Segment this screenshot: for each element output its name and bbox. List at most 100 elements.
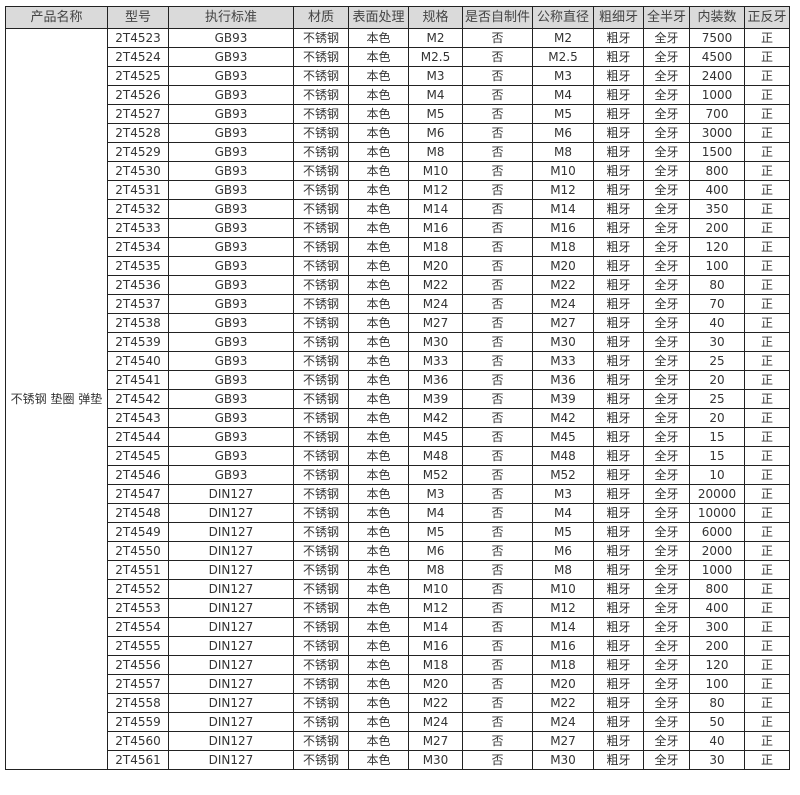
cell-surface-treatment: 本色 [348,294,409,314]
cell-thread-pitch: 粗牙 [593,47,644,67]
table-row: 2T4546 GB93 不锈钢 本色 M52 否 M52 粗牙 全牙 10 正 [6,465,790,485]
table-row: 2T4524 GB93 不锈钢 本色 M2.5 否 M2.5 粗牙 全牙 4500 正 [6,47,790,67]
cell-surface-treatment: 本色 [348,275,409,295]
cell-thread-length: 全牙 [643,750,690,770]
cell-pack-quantity: 50 [689,712,745,732]
cell-surface-treatment: 本色 [348,351,409,371]
cell-pack-quantity: 400 [689,180,745,200]
cell-nominal-diameter: M8 [532,142,594,162]
cell-thread-pitch: 粗牙 [593,655,644,675]
cell-thread-length: 全牙 [643,636,690,656]
table-row: 2T4559 DIN127 不锈钢 本色 M24 否 M24 粗牙 全牙 50 正 [6,712,790,732]
cell-surface-treatment: 本色 [348,636,409,656]
cell-self-made: 否 [462,503,533,523]
cell-material: 不锈钢 [293,636,349,656]
cell-thread-direction: 正 [744,351,790,371]
cell-thread-length: 全牙 [643,370,690,390]
cell-self-made: 否 [462,598,533,618]
cell-material: 不锈钢 [293,123,349,143]
cell-spec: M30 [408,750,463,770]
cell-standard: DIN127 [168,560,294,580]
cell-thread-length: 全牙 [643,465,690,485]
cell-thread-direction: 正 [744,655,790,675]
cell-thread-direction: 正 [744,180,790,200]
cell-spec: M12 [408,180,463,200]
cell-nominal-diameter: M20 [532,674,594,694]
cell-standard: DIN127 [168,731,294,751]
cell-pack-quantity: 100 [689,256,745,276]
cell-pack-quantity: 300 [689,617,745,637]
cell-thread-pitch: 粗牙 [593,731,644,751]
cell-self-made: 否 [462,560,533,580]
cell-thread-pitch: 粗牙 [593,503,644,523]
cell-standard: DIN127 [168,541,294,561]
cell-self-made: 否 [462,199,533,219]
cell-thread-direction: 正 [744,161,790,181]
cell-surface-treatment: 本色 [348,123,409,143]
cell-self-made: 否 [462,617,533,637]
cell-spec: M36 [408,370,463,390]
cell-thread-direction: 正 [744,560,790,580]
table-row: 2T4541 GB93 不锈钢 本色 M36 否 M36 粗牙 全牙 20 正 [6,370,790,390]
cell-thread-length: 全牙 [643,446,690,466]
cell-thread-length: 全牙 [643,275,690,295]
cell-model: 2T4546 [107,465,169,485]
cell-surface-treatment: 本色 [348,712,409,732]
cell-thread-length: 全牙 [643,142,690,162]
cell-nominal-diameter: M12 [532,598,594,618]
cell-spec: M14 [408,617,463,637]
cell-standard: DIN127 [168,579,294,599]
table-row: 2T4549 DIN127 不锈钢 本色 M5 否 M5 粗牙 全牙 6000 正 [6,522,790,542]
cell-model: 2T4532 [107,199,169,219]
cell-surface-treatment: 本色 [348,85,409,105]
cell-material: 不锈钢 [293,484,349,504]
cell-standard: DIN127 [168,598,294,618]
cell-nominal-diameter: M30 [532,332,594,352]
cell-material: 不锈钢 [293,541,349,561]
cell-spec: M33 [408,351,463,371]
cell-surface-treatment: 本色 [348,446,409,466]
cell-pack-quantity: 25 [689,389,745,409]
cell-pack-quantity: 3000 [689,123,745,143]
header-nominal-diameter: 公称直径 [532,6,594,29]
cell-nominal-diameter: M20 [532,256,594,276]
table-row: 2T4540 GB93 不锈钢 本色 M33 否 M33 粗牙 全牙 25 正 [6,351,790,371]
cell-thread-pitch: 粗牙 [593,750,644,770]
cell-thread-pitch: 粗牙 [593,199,644,219]
cell-material: 不锈钢 [293,237,349,257]
cell-material: 不锈钢 [293,294,349,314]
product-spec-table: 产品名称 型号 执行标准 材质 表面处理 规格 是否自制件 公称直径 粗细牙 全半牙 内装数 正反牙 … [5,6,790,770]
cell-product-name: 不锈钢 垫圈 弹垫 [5,28,108,770]
cell-pack-quantity: 10000 [689,503,745,523]
header-pack-quantity: 内装数 [689,6,745,29]
cell-thread-length: 全牙 [643,541,690,561]
cell-nominal-diameter: M27 [532,731,594,751]
cell-nominal-diameter: M48 [532,446,594,466]
cell-surface-treatment: 本色 [348,465,409,485]
cell-material: 不锈钢 [293,579,349,599]
cell-surface-treatment: 本色 [348,579,409,599]
cell-self-made: 否 [462,427,533,447]
cell-spec: M39 [408,389,463,409]
cell-model: 2T4526 [107,85,169,105]
cell-nominal-diameter: M36 [532,370,594,390]
cell-thread-length: 全牙 [643,237,690,257]
table-row: 2T4548 DIN127 不锈钢 本色 M4 否 M4 粗牙 全牙 10000 正 [6,503,790,523]
cell-self-made: 否 [462,541,533,561]
cell-standard: DIN127 [168,712,294,732]
table-row: 2T4551 DIN127 不锈钢 本色 M8 否 M8 粗牙 全牙 1000 正 [6,560,790,580]
table-row: 2T4552 DIN127 不锈钢 本色 M10 否 M10 粗牙 全牙 800 正 [6,579,790,599]
cell-surface-treatment: 本色 [348,408,409,428]
cell-nominal-diameter: M16 [532,636,594,656]
cell-material: 不锈钢 [293,104,349,124]
cell-material: 不锈钢 [293,161,349,181]
cell-thread-direction: 正 [744,617,790,637]
cell-thread-length: 全牙 [643,579,690,599]
cell-pack-quantity: 400 [689,598,745,618]
cell-material: 不锈钢 [293,28,349,48]
table-row: 2T4545 GB93 不锈钢 本色 M48 否 M48 粗牙 全牙 15 正 [6,446,790,466]
table-row: 2T4554 DIN127 不锈钢 本色 M14 否 M14 粗牙 全牙 300 正 [6,617,790,637]
cell-surface-treatment: 本色 [348,389,409,409]
cell-self-made: 否 [462,712,533,732]
cell-self-made: 否 [462,750,533,770]
